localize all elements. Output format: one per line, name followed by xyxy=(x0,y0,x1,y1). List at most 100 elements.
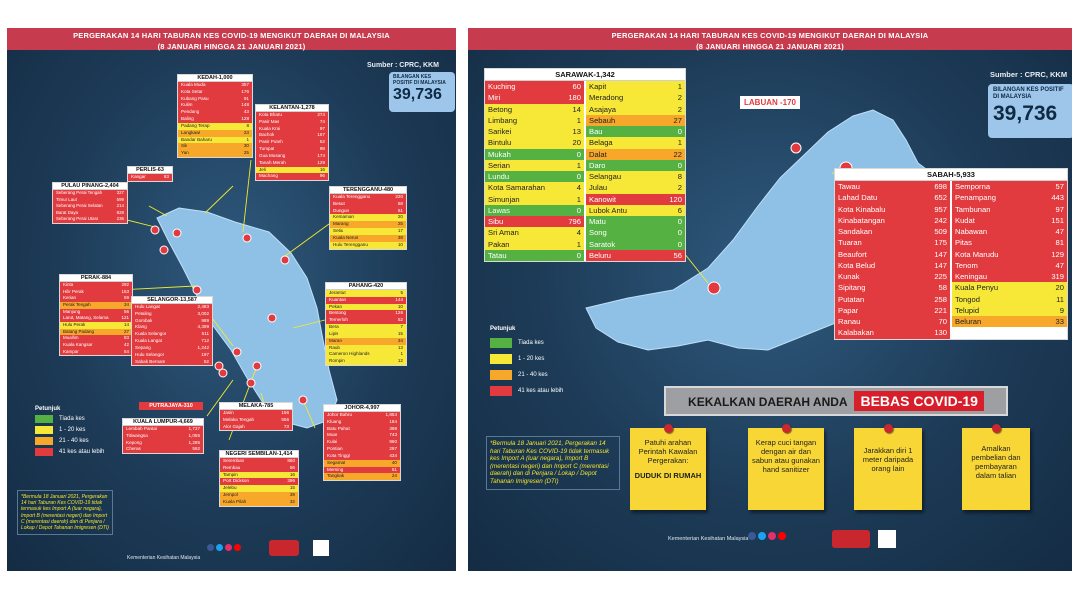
district-name: Meradong xyxy=(589,93,624,103)
district-row: Daro 0 xyxy=(586,159,685,171)
facebook-icon[interactable] xyxy=(748,532,756,540)
district-name: Tongod xyxy=(955,294,980,304)
district-cases: 70 xyxy=(938,317,947,326)
district-cases: 592 xyxy=(192,446,200,452)
district-name: Rompin xyxy=(329,358,345,364)
youtube-icon[interactable] xyxy=(234,544,241,551)
total-cases-box: BILANGAN KES POSITIF DI MALAYSIA 39,736 xyxy=(389,72,455,112)
district-row: Limbang 1 xyxy=(485,114,584,126)
district-cases: 15 xyxy=(397,330,403,336)
district-row: Pekan 10 xyxy=(326,303,406,311)
state-box-penang: PULAU PINANG-2,404 Seberang Perai Tengah… xyxy=(52,182,128,224)
district-cases: 17 xyxy=(397,228,403,234)
pin-perak[interactable] xyxy=(192,285,202,295)
district-cases: 1,737 xyxy=(188,426,201,431)
pin-penang[interactable] xyxy=(159,245,169,255)
district-cases: 327 xyxy=(116,190,124,195)
district-row: Kangar 63 xyxy=(128,174,172,181)
district-cases: 47 xyxy=(1055,227,1064,236)
district-cases: 0 xyxy=(677,127,682,136)
district-row: Timur Laut 599 xyxy=(53,196,127,204)
district-row: Tambunan 97 xyxy=(952,203,1067,215)
state-title: PUTRAJAYA-310 xyxy=(140,403,202,409)
advice-note-stay-home: Patuhi arahan Perintah Kawalan Pergeraka… xyxy=(630,424,706,510)
pin-johor[interactable] xyxy=(298,395,308,405)
district-name: Marang xyxy=(333,221,349,227)
twitter-icon[interactable] xyxy=(216,544,223,551)
district-cases: 1 xyxy=(246,136,249,142)
qr-code-icon[interactable] xyxy=(313,540,329,556)
legend-swatch-yellow xyxy=(490,354,512,364)
district-row: Barat Daya 928 xyxy=(53,209,127,217)
district-row: Serian 1 xyxy=(485,159,584,171)
district-cases: 2,483 xyxy=(197,304,210,309)
district-cases: 52 xyxy=(397,317,403,323)
legend-swatch-red xyxy=(35,448,53,456)
instagram-icon[interactable] xyxy=(225,544,232,551)
state-box-putrajaya: PUTRAJAYA-310 xyxy=(139,402,203,410)
district-cases: 274 xyxy=(317,112,325,117)
district-row: Kanowit 120 xyxy=(586,193,685,205)
pin-terengganu[interactable] xyxy=(280,255,290,265)
district-cases: 167 xyxy=(317,132,325,138)
district-name: Bandar Baharu xyxy=(181,136,212,142)
pin-sarawak[interactable] xyxy=(707,281,721,295)
state-title: PULAU PINANG-2,404 xyxy=(53,183,127,190)
district-row: Keningau 319 xyxy=(952,271,1067,283)
district-cases: 11 xyxy=(1056,294,1064,304)
district-row: Kota Marudu 129 xyxy=(952,248,1067,260)
qr-code-icon[interactable] xyxy=(878,530,896,548)
district-name: Melaka Tengah xyxy=(223,416,255,422)
pin-kedah[interactable] xyxy=(172,228,182,238)
legend-label: 21 - 40 kes xyxy=(518,372,548,378)
advice-text: Patuhi arahan Perintah Kawalan Pergeraka… xyxy=(638,438,698,465)
pushpin-icon xyxy=(884,424,893,433)
district-row: Seberang Perai Selatan 214 xyxy=(53,203,127,210)
pin-kuala-lumpur[interactable] xyxy=(214,361,224,371)
pin-melaka[interactable] xyxy=(246,378,256,388)
district-row: Titiwangsa 1,055 xyxy=(123,432,203,440)
district-cases: 151 xyxy=(1051,215,1064,225)
district-row: Kunak 225 xyxy=(835,271,950,283)
total-cases-box: BILANGAN KES POSITIF DI MALAYSIA 39,736 xyxy=(988,84,1072,138)
district-row: Seberang Perai Tengah 327 xyxy=(53,190,127,197)
facebook-icon[interactable] xyxy=(207,544,214,551)
twitter-icon[interactable] xyxy=(758,532,766,540)
pin-negeri-sembilan[interactable] xyxy=(252,361,262,371)
district-row: Miri 180 xyxy=(485,92,584,104)
district-row: Tongod 11 xyxy=(952,293,1067,305)
advice-text: Kerap cuci tangan dengan air dan sabun a… xyxy=(752,438,820,474)
instagram-icon[interactable] xyxy=(768,532,776,540)
district-cases: 242 xyxy=(934,215,947,225)
pin-kelantan[interactable] xyxy=(242,233,252,243)
district-cases: 1 xyxy=(576,115,581,125)
district-name: Bentong xyxy=(329,310,347,316)
district-name: Kinabatangan xyxy=(838,215,885,225)
district-row: Matu 0 xyxy=(586,216,685,228)
state-box-terengganu: TERENGGANU-480 Kuala Terengganu 220 Besut 5… xyxy=(329,186,407,250)
youtube-icon[interactable] xyxy=(778,532,786,540)
district-name: Batu Pahat xyxy=(327,425,350,431)
district-cases: 97 xyxy=(1055,204,1064,214)
pin-perlis[interactable] xyxy=(150,225,160,235)
legend-swatch-orange xyxy=(490,370,512,380)
district-cases: 58 xyxy=(938,283,947,293)
panel-title: PERGERAKAN 14 HARI TABURAN KES COVID-19 … xyxy=(611,31,929,40)
district-row: Cheras 592 xyxy=(123,446,203,454)
district-cases: 32 xyxy=(289,498,295,504)
district-name: Pasir Mas xyxy=(259,118,280,124)
district-cases: 10 xyxy=(397,303,403,309)
district-name: Bintulu xyxy=(488,138,512,148)
pin-pahang[interactable] xyxy=(267,313,277,323)
district-name: Tuaran xyxy=(838,238,862,248)
district-name: Simunjan xyxy=(488,194,520,204)
pin-putrajaya[interactable] xyxy=(218,368,228,378)
district-cases: 3,002 xyxy=(197,310,210,316)
district-cases: 860 xyxy=(287,458,295,463)
pin-labuan[interactable] xyxy=(790,142,802,154)
district-name: Mukah xyxy=(488,149,511,159)
district-row: Kinabatangan 242 xyxy=(835,214,950,226)
district-name: Setiu xyxy=(333,228,344,234)
pin-selangor[interactable] xyxy=(232,347,242,357)
district-name: Jelebu xyxy=(223,485,237,491)
